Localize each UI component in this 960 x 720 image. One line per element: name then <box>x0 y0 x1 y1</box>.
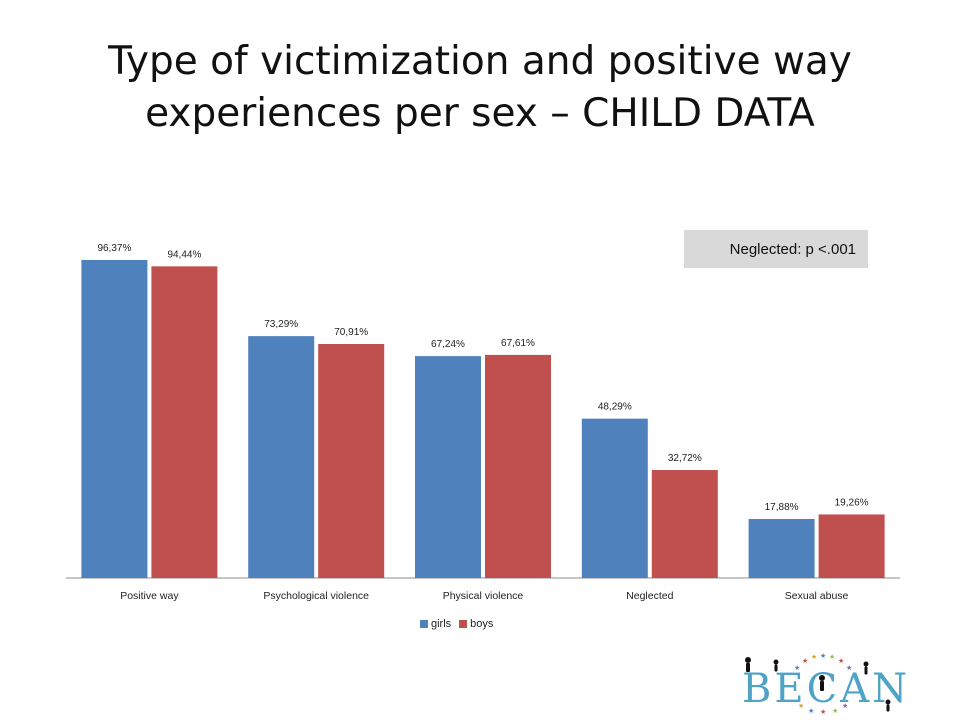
data-label-boys-3: 67,61% <box>501 338 535 349</box>
category-label-2: Psychological violence <box>263 590 369 602</box>
data-label-boys-2: 70,91% <box>334 327 368 338</box>
bar-boys-2 <box>318 343 385 578</box>
svg-text:★: ★ <box>838 657 844 665</box>
data-label-boys-1: 94,44% <box>167 249 201 260</box>
category-label-3: Physical violence <box>443 590 524 602</box>
category-label-4: Neglected <box>626 590 673 602</box>
category-label-5: Sexual abuse <box>785 590 849 602</box>
bar-girls-1 <box>81 259 148 578</box>
legend-label-boys: boys <box>470 618 494 630</box>
svg-text:★: ★ <box>820 708 826 714</box>
significance-annotation: Neglected: p <.001 <box>684 230 868 268</box>
bar-girls-5 <box>748 518 815 578</box>
bar-boys-3 <box>485 354 551 578</box>
legend-swatch-boys <box>459 620 468 628</box>
logo-text: BECAN <box>742 666 910 712</box>
data-label-girls-5: 17,88% <box>765 502 799 513</box>
svg-text:★: ★ <box>820 652 826 660</box>
bar-girls-4 <box>581 418 648 578</box>
bar-boys-5 <box>818 514 885 578</box>
svg-text:★: ★ <box>842 702 848 710</box>
legend-swatch-girls <box>420 620 428 628</box>
svg-text:★: ★ <box>802 657 808 665</box>
data-label-girls-1: 96,37% <box>97 243 131 254</box>
legend-item-girls: girls <box>420 618 451 630</box>
data-label-boys-5: 19,26% <box>835 497 869 508</box>
bar-girls-2 <box>248 336 315 578</box>
svg-text:★: ★ <box>811 653 817 661</box>
svg-text:★: ★ <box>798 702 804 710</box>
logo-stars: ★ ★ ★ ★ ★ ★ ★ ★ ★ ★ ★ ★ <box>794 652 852 714</box>
slide-title: Type of victimization and positive way e… <box>40 36 920 140</box>
svg-text:★: ★ <box>794 664 800 672</box>
logo-child-figures <box>745 657 891 712</box>
svg-text:★: ★ <box>846 664 852 672</box>
category-label-1: Positive way <box>120 590 179 602</box>
slide-title-line-2: experiences per sex – CHILD DATA <box>145 91 815 136</box>
legend-item-boys: boys <box>459 618 493 630</box>
svg-text:★: ★ <box>808 707 814 714</box>
data-label-boys-4: 32,72% <box>668 453 702 464</box>
chart-legend: girls boys <box>420 616 501 632</box>
data-label-girls-4: 48,29% <box>598 402 632 413</box>
data-label-girls-2: 73,29% <box>264 319 298 330</box>
data-label-girls-3: 67,24% <box>431 339 465 350</box>
bar-boys-4 <box>651 470 718 578</box>
slide-title-line-1: Type of victimization and positive way <box>108 39 852 84</box>
legend-label-girls: girls <box>431 618 452 630</box>
becan-logo: ★ ★ ★ ★ ★ ★ ★ ★ ★ ★ ★ ★ BECAN <box>742 652 910 714</box>
significance-annotation-text: Neglected: p <.001 <box>729 240 856 258</box>
bar-boys-1 <box>151 266 218 578</box>
bar-girls-3 <box>415 356 481 578</box>
svg-text:★: ★ <box>832 707 838 714</box>
svg-text:★: ★ <box>829 653 835 661</box>
